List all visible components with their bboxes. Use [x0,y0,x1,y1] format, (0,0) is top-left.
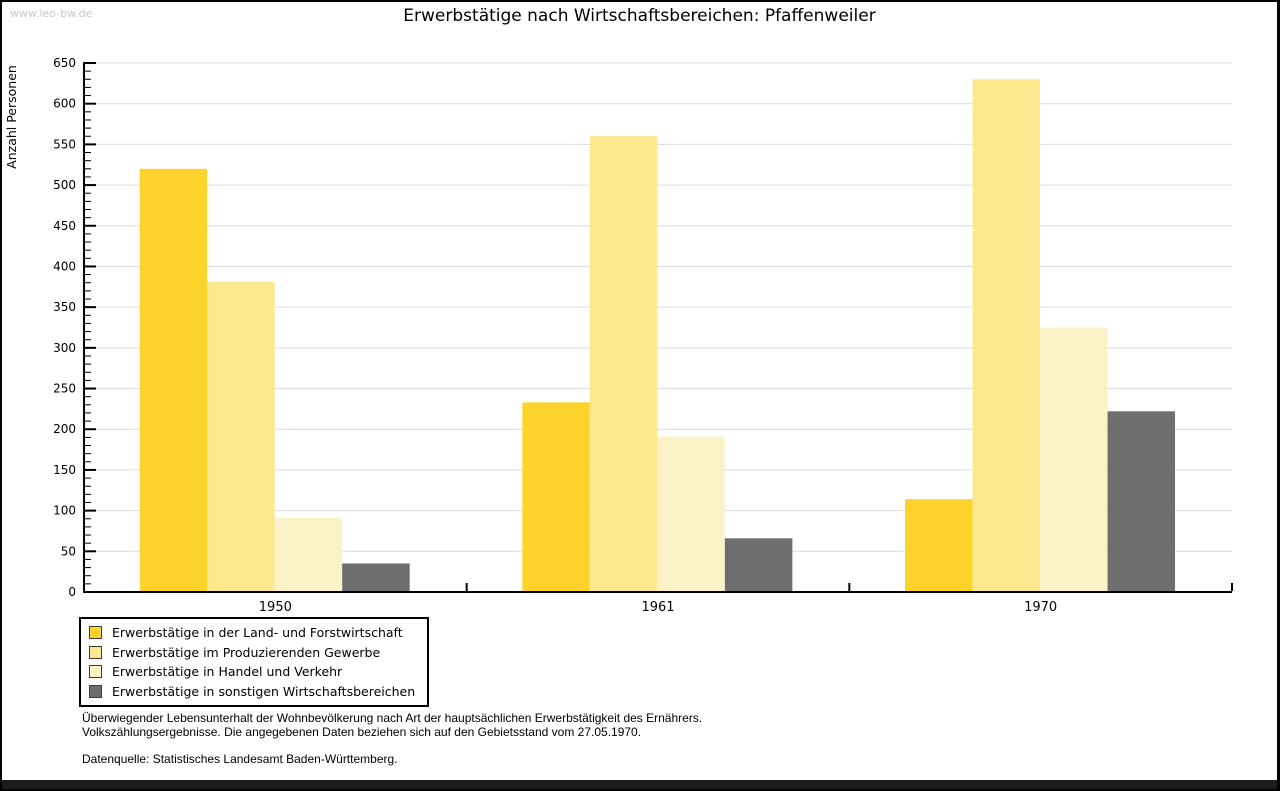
legend-label: Erwerbstätige in Handel und Verkehr [112,664,343,680]
bar [1107,411,1176,592]
legend-swatch [89,665,102,679]
y-tick-label: 350 [53,300,76,314]
chart-legend: Erwerbstätige in der Land- und Forstwirt… [79,617,430,707]
bar [905,499,973,592]
legend-label: Erwerbstätige in der Land- und Forstwirt… [112,625,403,641]
bar [589,136,658,592]
bar [207,281,275,592]
footnote-line-2: Volkszählungsergebnisse. Die angegebenen… [82,724,642,739]
y-tick-label: 600 [53,97,76,111]
legend-label: Erwerbstätige in sonstigen Wirtschaftsbe… [112,683,416,699]
bar [522,402,590,592]
chart-title: Erwerbstätige nach Wirtschaftsbereichen:… [403,6,876,26]
y-axis-title: Anzahl Personen [4,65,19,169]
legend-item: Erwerbstätige in Handel und Verkehr [89,662,415,682]
y-tick-label: 500 [53,178,76,192]
y-tick-label: 250 [53,382,76,396]
y-tick-label: 50 [61,544,76,558]
x-category-label: 1950 [259,600,292,615]
x-category-label: 1961 [641,600,674,615]
window-bottom-edge [2,780,1277,789]
bar [342,563,410,592]
watermark-url: www.leo-bw.de [10,7,93,20]
y-tick-label: 450 [53,219,76,233]
bar [724,538,793,592]
legend-swatch [89,645,102,659]
y-tick-label: 150 [53,463,76,477]
bar [972,79,1041,593]
y-tick-label: 400 [53,259,76,273]
legend-label: Erwerbstätige im Produzierenden Gewerbe [112,644,381,660]
y-tick-label: 200 [53,422,76,436]
bar-chart-canvas: 1950 1961 1970 0 50 100 150 200 250 300 350 400 450 5… [4,56,1233,615]
bar [657,436,725,592]
bar [274,517,343,592]
bar [139,168,208,593]
legend-swatch [89,626,102,640]
x-category-label: 1970 [1024,600,1057,615]
y-tick-label: 300 [53,341,76,355]
legend-item: Erwerbstätige in der Land- und Forstwirt… [89,623,415,643]
legend-item: Erwerbstätige in sonstigen Wirtschaftsbe… [89,682,415,702]
y-tick-label: 100 [53,504,76,518]
data-source-note: Datenquelle: Statistisches Landesamt Bad… [82,752,398,766]
legend-swatch [89,684,102,698]
y-tick-label: 650 [53,56,76,70]
legend-item: Erwerbstätige im Produzierenden Gewerbe [89,643,415,663]
y-tick-label: 0 [68,585,76,599]
footnote-line-1: Überwiegender Lebensunterhalt der Wohnbe… [82,711,703,725]
y-tick-label: 550 [53,137,76,151]
chart-footnotes: Überwiegender Lebensunterhalt der Wohnbe… [82,711,703,767]
bar [1040,327,1108,592]
